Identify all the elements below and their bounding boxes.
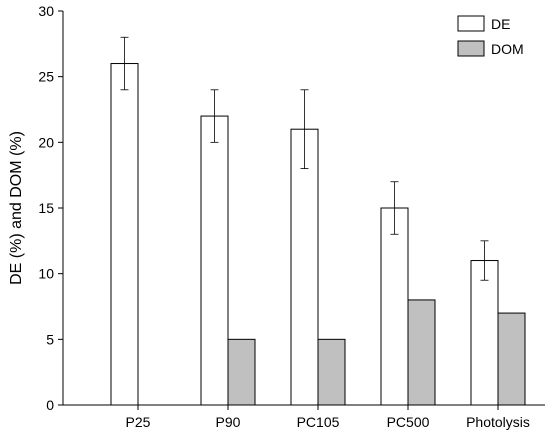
bar-de: [470, 260, 499, 406]
bar-de: [110, 63, 139, 406]
x-tick-label: PC105: [297, 414, 340, 430]
y-tick-label: 15: [38, 200, 54, 216]
bar-dom: [227, 338, 256, 406]
y-tick-label: 0: [46, 397, 54, 413]
bar-de: [200, 115, 229, 406]
y-axis-label: DE (%) and DOM (%): [8, 131, 25, 285]
legend-label-dom: DOM: [491, 41, 524, 57]
bar-dom: [317, 338, 346, 406]
y-tick-label: 25: [38, 69, 54, 85]
x-tick-label: Photolysis: [466, 414, 530, 430]
plot-area: 0 5 10 15 20 25 30 P25 P90 PC105 PC500 Photolysis: [38, 3, 529, 430]
legend-swatch-dom: [457, 40, 485, 57]
x-tick-label: PC500: [387, 414, 430, 430]
legend-label-de: DE: [491, 16, 510, 32]
y-tick-label: 10: [38, 266, 54, 282]
y-tick-label: 5: [46, 331, 54, 347]
legend: DE DOM: [457, 15, 524, 57]
x-tick-label: P25: [126, 414, 151, 430]
bar-de: [290, 128, 319, 406]
x-tick-label: P90: [216, 414, 241, 430]
legend-swatch-de: [457, 15, 485, 32]
bar-dom: [407, 299, 436, 406]
y-tick-label: 30: [38, 3, 54, 19]
y-tick-label: 20: [38, 134, 54, 150]
bar-dom: [497, 312, 526, 406]
bar-de: [380, 207, 409, 406]
